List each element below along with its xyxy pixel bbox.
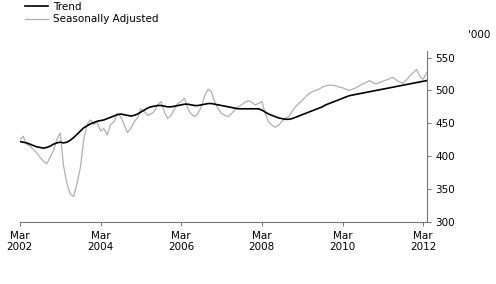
Legend: Trend, Seasonally Adjusted: Trend, Seasonally Adjusted (25, 2, 159, 24)
Text: '000: '000 (468, 30, 491, 40)
